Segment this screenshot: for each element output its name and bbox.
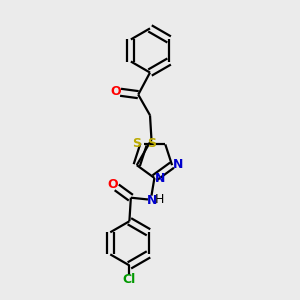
Text: N: N <box>173 158 183 171</box>
Text: S: S <box>133 137 142 150</box>
Text: Cl: Cl <box>123 273 136 286</box>
Text: S: S <box>147 137 156 150</box>
Text: N: N <box>155 172 166 185</box>
Text: H: H <box>155 193 164 206</box>
Text: O: O <box>108 178 118 191</box>
Text: O: O <box>110 85 121 98</box>
Text: N: N <box>147 194 157 207</box>
